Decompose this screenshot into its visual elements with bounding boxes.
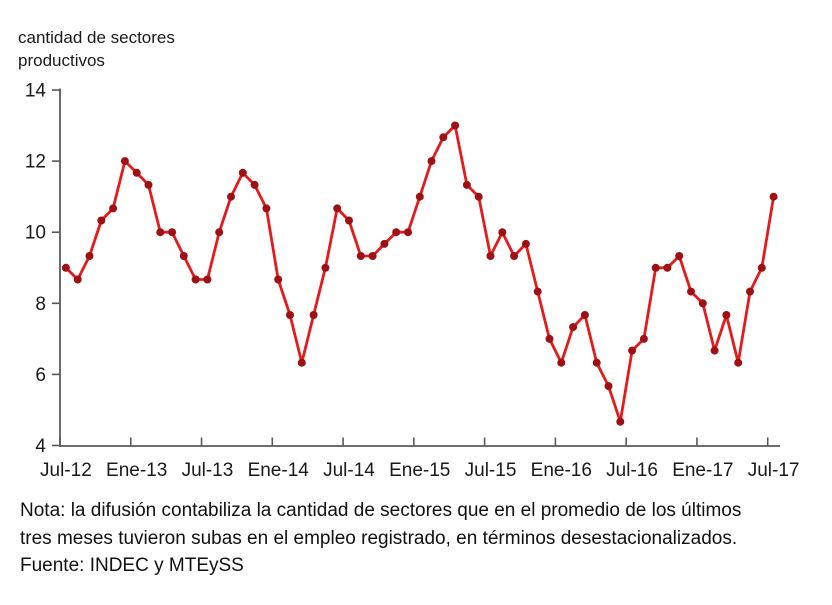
data-point [286, 311, 294, 319]
y-axis-label: 4 [35, 436, 46, 457]
y-axis-label: 8 [35, 294, 46, 315]
data-point [368, 252, 377, 260]
data-point [486, 252, 495, 260]
data-point [380, 239, 389, 248]
data-point [746, 287, 754, 296]
x-axis-label: Ene-13 [106, 460, 167, 481]
x-axis-label: Ene-16 [531, 460, 592, 481]
x-axis-label: Jul-12 [40, 460, 92, 481]
x-axis-label: Jul-15 [465, 460, 517, 481]
data-point [663, 263, 672, 272]
data-point [545, 334, 554, 343]
x-axis-label: Jul-13 [182, 460, 234, 481]
data-point [521, 239, 530, 248]
data-point [415, 192, 424, 201]
data-point [569, 323, 578, 332]
source-line: Fuente: INDEC y MTEySS [20, 555, 244, 576]
data-point [451, 121, 460, 130]
data-point [97, 216, 106, 225]
data-point [639, 334, 648, 343]
data-point [309, 311, 318, 319]
data-point [404, 228, 412, 237]
data-point [179, 252, 188, 260]
data-point [687, 287, 695, 296]
data-point [533, 287, 542, 296]
data-point [144, 180, 153, 189]
data-point [250, 180, 259, 189]
data-point [321, 263, 330, 272]
x-axis-label: Ene-17 [672, 460, 733, 481]
note-line-2: tres meses tuvieron subas en el empleo r… [20, 527, 738, 549]
data-point [333, 204, 342, 213]
data-point [191, 275, 200, 284]
data-point [510, 252, 519, 260]
data-point [616, 417, 625, 426]
data-point [462, 180, 471, 189]
data-point [757, 263, 766, 272]
data-point [769, 192, 778, 201]
data-point [628, 346, 637, 355]
data-point [710, 346, 719, 355]
data-point [61, 263, 70, 272]
data-point [156, 228, 165, 237]
x-axis-label: Jul-17 [748, 460, 800, 481]
data-point [439, 133, 448, 142]
data-point [85, 252, 94, 260]
data-point [227, 192, 235, 201]
data-point [698, 299, 707, 308]
data-point [132, 168, 141, 177]
data-point [262, 204, 271, 213]
y-axis-label: 6 [35, 365, 46, 386]
note-line-1: Nota: la difusión contabiliza la cantida… [20, 500, 742, 521]
data-point [345, 216, 353, 225]
x-axis-label: Jul-16 [606, 460, 658, 481]
data-point [392, 228, 401, 237]
data-point [722, 311, 731, 319]
data-point [734, 358, 743, 367]
data-point [297, 358, 306, 367]
y-axis-label: 14 [25, 81, 47, 102]
series-line [64, 124, 775, 424]
data-point [651, 263, 660, 272]
x-axis-label: Ene-14 [248, 460, 310, 481]
data-point [203, 275, 212, 284]
y-axis-label: 10 [25, 223, 46, 244]
data-point [120, 157, 129, 166]
line-chart: 4 6 8 10 12 14 Jul-12 Ene-13 Jul-13 Ene-14 Jul-14 E… [25, 81, 800, 482]
data-point [474, 192, 483, 201]
chart-title: cantidad de sectores productivos [18, 28, 175, 70]
data-point [73, 275, 82, 284]
data-point [168, 228, 177, 237]
data-point [215, 228, 224, 237]
y-axis-label: 12 [25, 152, 46, 173]
data-point [675, 252, 684, 260]
data-point [580, 311, 589, 319]
data-point [356, 252, 365, 260]
data-point [427, 157, 436, 166]
data-point [604, 382, 613, 391]
data-point [109, 204, 118, 213]
data-point [557, 358, 566, 367]
data-point [498, 228, 507, 237]
x-axis-label: Ene-15 [389, 460, 450, 481]
x-axis-label: Jul-14 [323, 460, 375, 481]
data-point [592, 358, 601, 367]
chart-footnote: Nota: la difusión contabiliza la cantida… [20, 497, 820, 580]
data-point [238, 168, 247, 177]
data-point [274, 275, 283, 284]
